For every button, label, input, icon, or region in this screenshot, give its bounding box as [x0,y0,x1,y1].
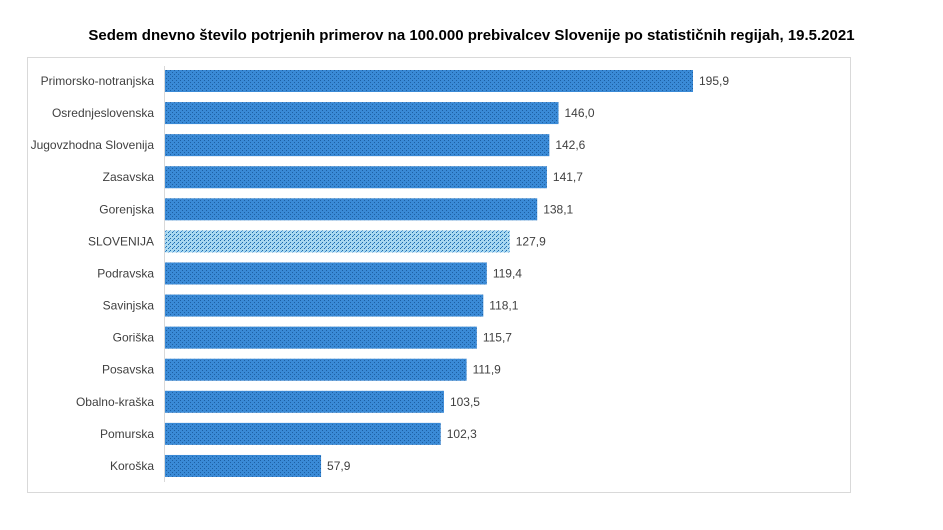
category-label: SLOVENIJA [88,234,154,248]
category-label: Gorenjska [99,202,154,216]
bar [165,198,538,221]
category-label: Podravska [97,266,154,280]
bar [165,326,477,349]
category-label: Posavska [102,363,154,377]
data-label: 103,5 [450,395,480,409]
data-label: 141,7 [553,170,583,184]
data-label: 195,9 [699,74,729,88]
category-label: Pomurska [100,427,154,441]
plot-area-border [27,57,851,493]
data-label: 119,4 [493,266,522,280]
category-label: Osrednjeslovenska [52,106,154,120]
data-label: 118,1 [489,299,518,313]
bar [165,454,322,477]
category-label: Savinjska [103,299,155,313]
category-label: Obalno-kraška [76,395,154,409]
bar [165,102,559,125]
data-label: 146,0 [565,106,595,120]
data-label: 138,1 [543,202,573,216]
data-label: 115,7 [483,331,512,345]
category-label: Jugovzhodna Slovenija [31,138,155,152]
bar [165,230,510,253]
category-label: Goriška [113,331,155,345]
bar [165,262,487,285]
data-label: 102,3 [447,427,477,441]
category-label: Primorsko-notranjska [41,74,155,88]
category-label: Koroška [110,459,154,473]
bar [165,358,467,381]
category-label: Zasavska [103,170,155,184]
data-label: 127,9 [516,234,546,248]
bar [165,422,441,445]
data-label: 111,9 [473,363,502,377]
bar [165,166,547,189]
bar [165,134,550,157]
chart-title: Sedem dnevno število potrjenih primerov … [88,27,855,44]
bar [165,294,484,317]
bar [165,390,444,413]
data-label: 142,6 [555,138,585,152]
data-label: 57,9 [327,459,351,473]
bar [165,70,693,92]
